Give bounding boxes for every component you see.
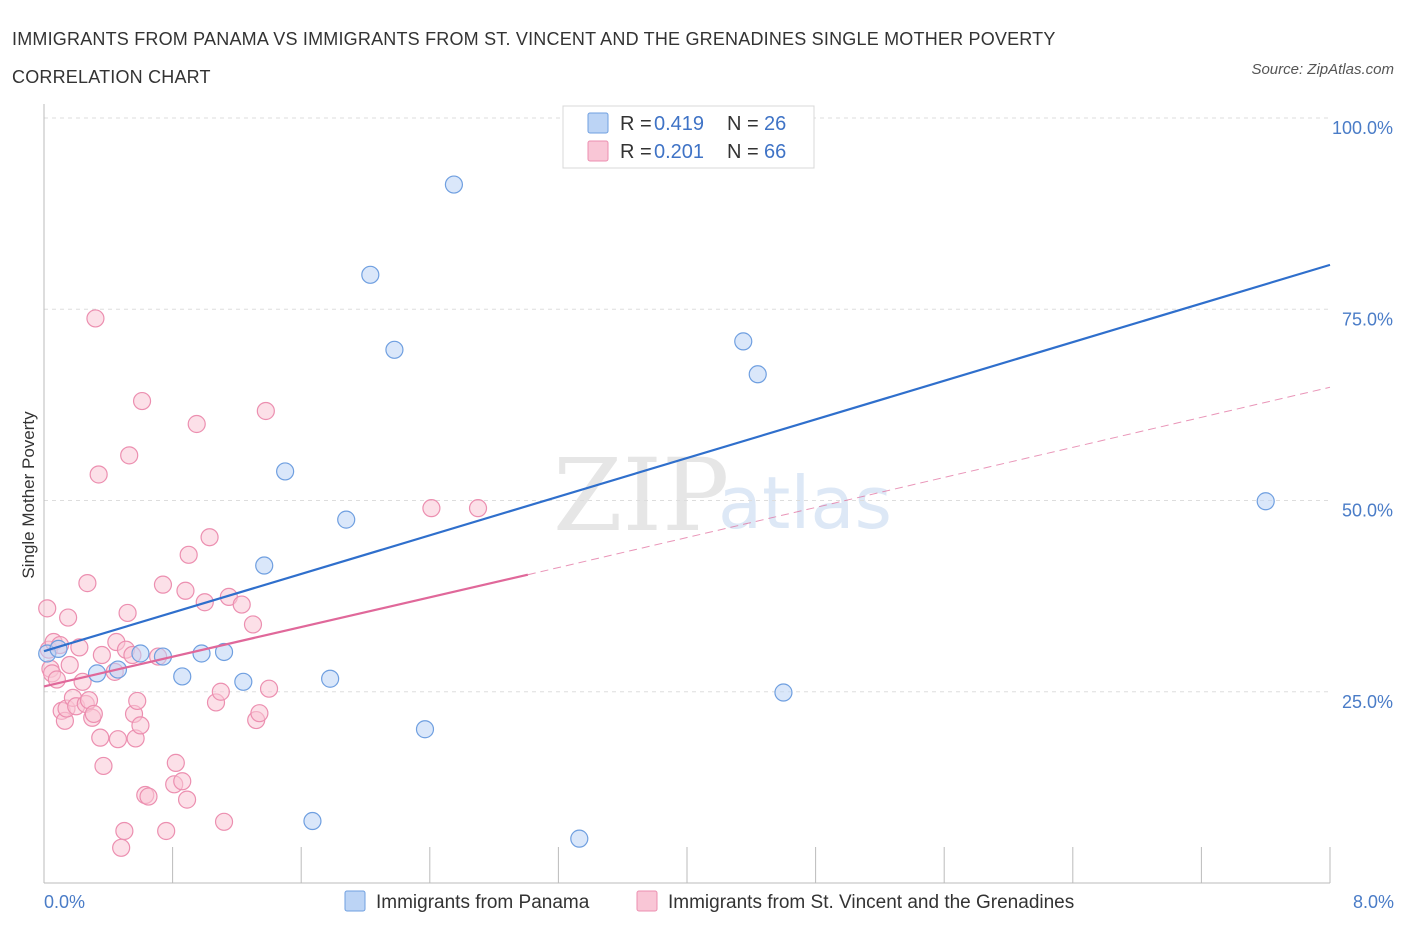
st-vincent-point-24 (92, 645, 111, 665)
st-vincent-point-47 (177, 790, 197, 809)
source-credit: Source: ZipAtlas.com (1251, 61, 1394, 78)
panama-point-19 (570, 829, 589, 848)
panama-point-22 (734, 332, 753, 351)
y-tick-label-2: 75.0% (1342, 309, 1393, 329)
st-vincent-point-21 (86, 309, 105, 328)
panama-point-14 (337, 510, 356, 529)
legend-n-value-panama: 26 (764, 113, 786, 135)
series-panama-points (38, 108, 1275, 848)
legend-swatch-panama (587, 112, 609, 134)
st-vincent-point-64 (112, 838, 131, 857)
bottom-legend-swatch-st-vincent (636, 890, 658, 912)
st-vincent-point-22 (89, 465, 108, 484)
st-vincent-point-54 (214, 812, 234, 831)
st-vincent-point-49 (187, 414, 206, 434)
series-st-vincent-points (38, 309, 488, 857)
bottom-legend-label-panama: Immigrants from Panama (376, 892, 590, 913)
st-vincent-point-42 (157, 821, 176, 841)
st-vincent-point-36 (131, 716, 150, 735)
panama-point-8 (214, 642, 234, 662)
st-vincent-point-0 (38, 599, 57, 618)
st-vincent-trend-extension (527, 386, 1331, 576)
panama-trend-line (43, 263, 1331, 653)
panama-point-18 (444, 175, 464, 194)
bottom-legend-swatch-panama (344, 890, 366, 912)
y-tick-label-1: 50.0% (1342, 501, 1393, 521)
st-vincent-point-62 (422, 499, 441, 518)
st-vincent-point-20 (84, 704, 103, 724)
panama-point-4 (131, 644, 150, 663)
trend-lines (43, 263, 1331, 688)
x-tick-label-min: 0.0% (44, 892, 85, 912)
panama-point-13 (321, 669, 340, 688)
panama-point-23 (748, 365, 767, 384)
st-vincent-point-17 (78, 574, 97, 593)
legend-r-value-st-vincent: 0.201 (654, 141, 704, 163)
panama-point-16 (385, 340, 404, 359)
watermark-atlas: atlas (718, 461, 892, 545)
axes (43, 104, 1331, 884)
st-vincent-point-41 (153, 575, 173, 594)
st-vincent-point-63 (468, 499, 488, 518)
x-tick-label-max: 8.0% (1353, 892, 1394, 912)
panama-point-12 (303, 811, 322, 831)
st-vincent-point-31 (118, 603, 137, 623)
chart-title: IMMIGRANTS FROM PANAMA VS IMMIGRANTS FRO… (12, 29, 1056, 87)
y-axis-label: Single Mother Poverty (19, 411, 38, 579)
legend-r-label-st-vincent: R = (620, 141, 652, 163)
st-vincent-point-44 (166, 753, 185, 772)
stats-legend: R = 0.419 N = 26 R = 0.201 N = 66 (562, 105, 815, 169)
st-vincent-point-35 (128, 691, 147, 711)
y-tick-labels: 25.0% 50.0% 75.0% 100.0% (1332, 118, 1393, 712)
y-tick-label-0: 25.0% (1342, 692, 1393, 712)
st-vincent-point-14 (70, 638, 89, 657)
st-vincent-point-45 (173, 772, 192, 791)
st-vincent-point-10 (59, 608, 78, 627)
bottom-legend-label-st-vincent: Immigrants from St. Vincent and the Gren… (668, 892, 1074, 913)
legend-n-value-st-vincent: 66 (764, 141, 786, 163)
legend-n-label-st-vincent: N = (727, 141, 759, 163)
panama-point-25 (1256, 492, 1275, 511)
st-vincent-point-39 (139, 787, 158, 806)
st-vincent-point-48 (179, 545, 198, 564)
st-vincent-point-56 (232, 595, 251, 614)
st-vincent-trend-line (43, 573, 529, 688)
legend-n-label-panama: N = (727, 113, 759, 135)
legend-swatch-st-vincent (587, 140, 609, 162)
st-vincent-point-28 (108, 730, 128, 749)
panama-point-17 (415, 720, 435, 739)
x-tick-labels: 0.0% 8.0% (44, 892, 1394, 912)
st-vincent-point-23 (91, 728, 110, 747)
legend-r-label-panama: R = (620, 113, 652, 135)
panama-point-24 (774, 683, 793, 702)
watermark-zip: ZIP (553, 437, 729, 554)
st-vincent-point-61 (259, 679, 279, 698)
st-vincent-point-51 (200, 528, 219, 547)
panama-point-15 (361, 265, 380, 284)
panama-point-11 (276, 462, 295, 481)
st-vincent-point-57 (243, 615, 263, 634)
st-vincent-point-53 (211, 682, 230, 701)
y-tick-label-3: 100.0% (1332, 118, 1393, 138)
st-vincent-point-32 (120, 446, 139, 465)
st-vincent-point-46 (176, 581, 195, 600)
st-vincent-point-29 (115, 821, 134, 841)
st-vincent-point-37 (132, 391, 152, 411)
panama-point-10 (255, 556, 274, 575)
series-legend: Immigrants from Panama Immigrants from S… (344, 890, 1074, 913)
st-vincent-point-59 (250, 704, 269, 723)
legend-r-value-panama: 0.419 (654, 113, 704, 135)
st-vincent-point-11 (60, 655, 79, 675)
panama-point-6 (173, 667, 192, 686)
panama-point-9 (234, 672, 253, 691)
st-vincent-point-60 (256, 401, 275, 421)
st-vincent-point-25 (94, 756, 113, 776)
